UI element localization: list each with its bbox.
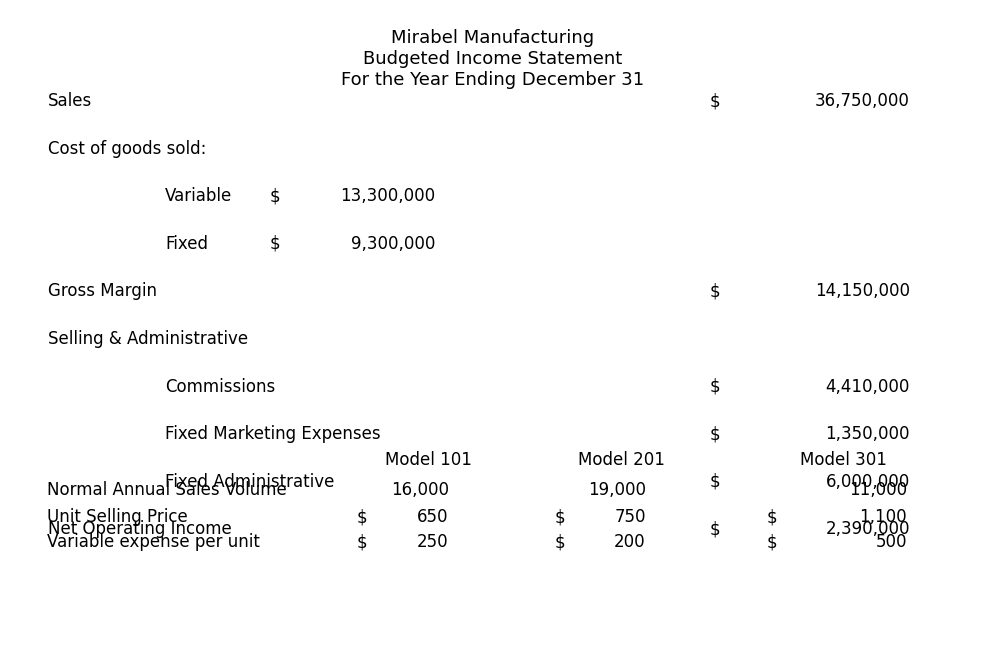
Text: $: $ — [710, 473, 721, 491]
Text: 13,300,000: 13,300,000 — [340, 187, 435, 205]
Text: Fixed: Fixed — [165, 235, 208, 253]
Text: Model 301: Model 301 — [800, 451, 886, 469]
Text: 16,000: 16,000 — [390, 481, 449, 499]
Text: Gross Margin: Gross Margin — [48, 282, 157, 301]
Text: Model 201: Model 201 — [578, 451, 665, 469]
Text: $: $ — [767, 533, 778, 552]
Text: $: $ — [710, 425, 721, 443]
Text: $: $ — [554, 533, 565, 552]
Text: $: $ — [710, 378, 721, 396]
Text: $: $ — [357, 533, 368, 552]
Text: $: $ — [710, 282, 721, 301]
Text: Variable: Variable — [165, 187, 233, 205]
Text: Budgeted Income Statement: Budgeted Income Statement — [364, 50, 622, 68]
Text: Unit Selling Price: Unit Selling Price — [47, 508, 188, 526]
Text: $: $ — [270, 235, 281, 253]
Text: $: $ — [710, 92, 721, 110]
Text: 2,390,000: 2,390,000 — [825, 520, 910, 539]
Text: 200: 200 — [614, 533, 646, 552]
Text: 36,750,000: 36,750,000 — [815, 92, 910, 110]
Text: 250: 250 — [417, 533, 449, 552]
Text: $: $ — [270, 187, 281, 205]
Text: For the Year Ending December 31: For the Year Ending December 31 — [341, 71, 645, 89]
Text: 1,100: 1,100 — [860, 508, 907, 526]
Text: Variable expense per unit: Variable expense per unit — [47, 533, 260, 552]
Text: $: $ — [357, 508, 368, 526]
Text: 9,300,000: 9,300,000 — [351, 235, 435, 253]
Text: $: $ — [554, 508, 565, 526]
Text: Selling & Administrative: Selling & Administrative — [48, 330, 248, 348]
Text: Mirabel Manufacturing: Mirabel Manufacturing — [391, 29, 595, 48]
Text: Fixed Administrative: Fixed Administrative — [165, 473, 334, 491]
Text: Sales: Sales — [48, 92, 93, 110]
Text: 19,000: 19,000 — [588, 481, 646, 499]
Text: $: $ — [767, 508, 778, 526]
Text: 14,150,000: 14,150,000 — [815, 282, 910, 301]
Text: 4,410,000: 4,410,000 — [825, 378, 910, 396]
Text: Fixed Marketing Expenses: Fixed Marketing Expenses — [165, 425, 381, 443]
Text: 650: 650 — [417, 508, 449, 526]
Text: 6,000,000: 6,000,000 — [825, 473, 910, 491]
Text: Net Operating Income: Net Operating Income — [48, 520, 232, 539]
Text: 11,000: 11,000 — [849, 481, 907, 499]
Text: Cost of goods sold:: Cost of goods sold: — [48, 140, 206, 158]
Text: 1,350,000: 1,350,000 — [825, 425, 910, 443]
Text: Model 101: Model 101 — [386, 451, 472, 469]
Text: Normal Annual Sales Volume: Normal Annual Sales Volume — [47, 481, 287, 499]
Text: Commissions: Commissions — [165, 378, 275, 396]
Text: 500: 500 — [876, 533, 907, 552]
Text: $: $ — [710, 520, 721, 539]
Text: 750: 750 — [614, 508, 646, 526]
